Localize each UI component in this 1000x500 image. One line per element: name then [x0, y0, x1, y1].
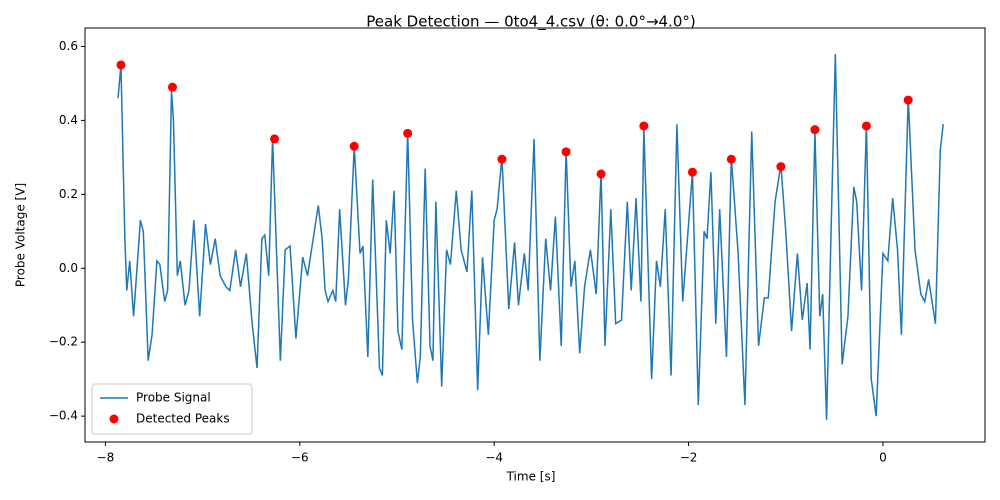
peak-marker	[116, 60, 126, 70]
y-tick-label: −0.2	[49, 335, 78, 349]
chart-title: Peak Detection — 0to4_4.csv (θ: 0.0°→4.0…	[366, 13, 695, 32]
peak-marker	[726, 154, 736, 164]
peak-marker	[639, 121, 649, 131]
legend-label: Detected Peaks	[136, 412, 230, 426]
peak-marker	[687, 167, 697, 177]
peak-marker	[561, 147, 571, 157]
peak-marker	[497, 154, 507, 164]
peak-marker	[810, 125, 820, 135]
x-tick-label: 0	[879, 451, 887, 465]
peak-marker	[270, 134, 280, 144]
peak-marker	[349, 141, 359, 151]
y-axis-label: Probe Voltage [V]	[14, 183, 28, 287]
peak-marker	[596, 169, 606, 179]
legend-box	[91, 383, 253, 435]
peak-marker	[403, 128, 413, 138]
x-tick-label: −4	[485, 451, 503, 465]
x-tick-label: −6	[291, 451, 309, 465]
y-tick-label: 0.2	[59, 187, 78, 201]
y-tick-label: −0.4	[49, 409, 78, 423]
x-tick-label: −2	[680, 451, 698, 465]
legend-label: Probe Signal	[136, 391, 211, 405]
signal-line	[117, 53, 944, 420]
peak-marker	[903, 95, 913, 105]
x-axis-label: Time [s]	[506, 470, 556, 484]
peak-marker	[776, 162, 786, 172]
legend-marker	[109, 414, 119, 424]
y-tick-label: 0.0	[59, 261, 78, 275]
peak-marker	[167, 82, 177, 92]
y-tick-label: 0.4	[59, 113, 78, 127]
plot-frame	[84, 27, 986, 443]
peak-marker	[861, 121, 871, 131]
y-tick-label: 0.6	[59, 39, 78, 53]
x-tick-label: −8	[97, 451, 115, 465]
